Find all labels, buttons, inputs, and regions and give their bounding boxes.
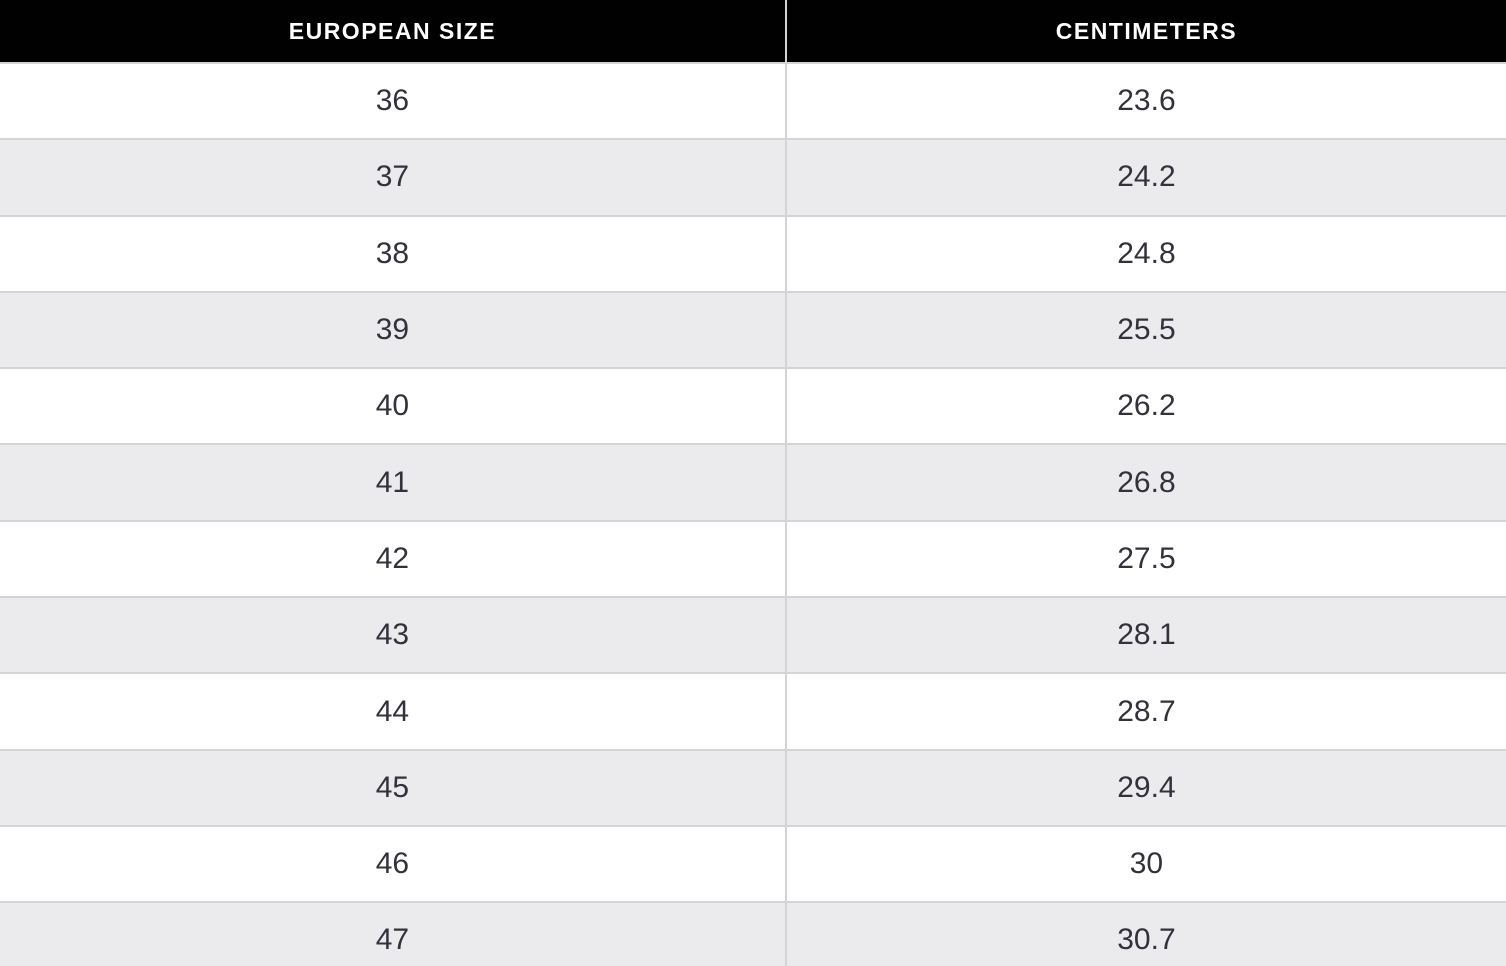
- table-row: 47 30.7: [0, 901, 1506, 966]
- cell-centimeters: 24.2: [1117, 160, 1176, 194]
- cell-centimeters: 30.7: [1117, 923, 1176, 957]
- cell-european-size: 43: [0, 598, 787, 673]
- cell-centimeters: 28.7: [1117, 694, 1176, 728]
- table-row: 39 25.5: [0, 290, 1506, 368]
- column-header-european-size: EUROPEAN SIZE: [0, 0, 787, 62]
- table-body: 36 23.6 37 24.2 38 24.8 39 25.5 40 26.2 41 26.8 42 27…: [0, 62, 1506, 966]
- cell-centimeters: 24.8: [1117, 236, 1176, 270]
- column-header-centimeters: CENTIMETERS: [1055, 17, 1238, 44]
- table-row: 40 26.2: [0, 367, 1506, 444]
- table-row: 42 27.5: [0, 519, 1506, 597]
- cell-european-size: 47: [0, 903, 787, 966]
- cell-european-size: 40: [0, 369, 787, 444]
- cell-centimeters: 25.5: [1117, 313, 1176, 347]
- table-row: 44 28.7: [0, 672, 1506, 749]
- cell-centimeters: 30: [1129, 847, 1164, 881]
- table-row: 46 30: [0, 824, 1506, 902]
- cell-european-size: 45: [0, 750, 787, 825]
- cell-centimeters: 28.1: [1117, 618, 1176, 652]
- cell-centimeters: 23.6: [1117, 84, 1176, 118]
- cell-centimeters: 26.2: [1117, 389, 1176, 423]
- cell-centimeters: 26.8: [1117, 465, 1176, 499]
- cell-centimeters: 27.5: [1117, 541, 1176, 575]
- table-header-row: EUROPEAN SIZE CENTIMETERS: [0, 0, 1506, 62]
- cell-european-size: 42: [0, 521, 787, 597]
- table-row: 45 29.4: [0, 748, 1506, 825]
- table-row: 36 23.6: [0, 62, 1506, 139]
- cell-centimeters: 29.4: [1117, 770, 1176, 804]
- table-row: 41 26.8: [0, 443, 1506, 520]
- cell-european-size: 38: [0, 216, 787, 291]
- table-row: 43 28.1: [0, 596, 1506, 673]
- cell-european-size: 44: [0, 674, 787, 749]
- table-row: 38 24.8: [0, 214, 1506, 291]
- table-row: 37 24.2: [0, 138, 1506, 215]
- cell-european-size: 37: [0, 140, 787, 215]
- cell-european-size: 36: [0, 64, 787, 139]
- cell-european-size: 41: [0, 445, 787, 520]
- cell-european-size: 39: [0, 292, 787, 368]
- cell-european-size: 46: [0, 826, 787, 902]
